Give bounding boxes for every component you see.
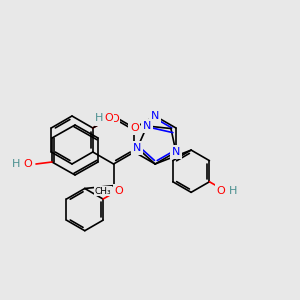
Bar <box>150 112 160 120</box>
Text: O: O <box>104 113 113 123</box>
Text: H: H <box>95 113 103 124</box>
Bar <box>141 122 153 130</box>
Text: N: N <box>133 143 142 153</box>
Text: H: H <box>12 159 20 169</box>
Bar <box>106 187 128 196</box>
Bar <box>129 124 140 132</box>
Text: H: H <box>96 114 105 124</box>
Bar <box>171 148 181 156</box>
Text: O: O <box>217 186 225 196</box>
Text: H: H <box>229 186 237 196</box>
Text: O: O <box>110 114 119 124</box>
Bar <box>131 143 143 152</box>
Bar <box>214 186 236 195</box>
Text: N: N <box>151 111 159 121</box>
Text: O: O <box>130 123 139 133</box>
Text: CH₃: CH₃ <box>94 187 111 196</box>
Text: O: O <box>24 159 32 169</box>
Text: N: N <box>172 147 180 157</box>
Text: N: N <box>143 121 151 131</box>
Text: O: O <box>115 186 123 196</box>
